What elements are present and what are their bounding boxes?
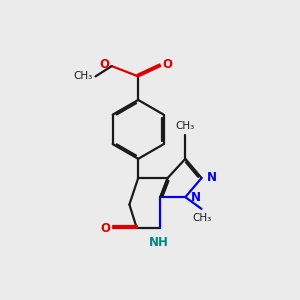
Text: O: O [100,221,110,235]
Text: N: N [190,190,201,204]
Text: NH: NH [149,236,169,249]
Text: CH₃: CH₃ [192,213,211,223]
Text: CH₃: CH₃ [176,121,195,131]
Text: N: N [207,172,217,184]
Text: CH₃: CH₃ [73,71,93,81]
Text: O: O [163,58,173,71]
Text: O: O [99,58,110,71]
